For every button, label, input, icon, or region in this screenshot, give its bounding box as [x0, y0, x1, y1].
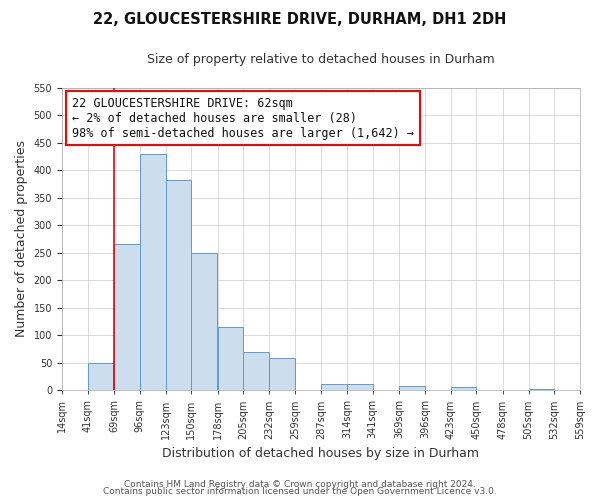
- Text: 22 GLOUCESTERSHIRE DRIVE: 62sqm
← 2% of detached houses are smaller (28)
98% of : 22 GLOUCESTERSHIRE DRIVE: 62sqm ← 2% of …: [72, 96, 414, 140]
- Bar: [451, 387, 476, 390]
- Bar: [140, 154, 166, 390]
- Bar: [88, 362, 113, 390]
- Bar: [322, 384, 347, 390]
- Bar: [114, 244, 140, 390]
- Bar: [218, 327, 244, 390]
- Text: 22, GLOUCESTERSHIRE DRIVE, DURHAM, DH1 2DH: 22, GLOUCESTERSHIRE DRIVE, DURHAM, DH1 2…: [94, 12, 506, 28]
- Title: Size of property relative to detached houses in Durham: Size of property relative to detached ho…: [147, 52, 495, 66]
- Bar: [400, 386, 425, 390]
- Bar: [166, 180, 191, 390]
- X-axis label: Distribution of detached houses by size in Durham: Distribution of detached houses by size …: [163, 447, 479, 460]
- Bar: [269, 358, 295, 390]
- Bar: [529, 389, 554, 390]
- Text: Contains public sector information licensed under the Open Government Licence v3: Contains public sector information licen…: [103, 487, 497, 496]
- Bar: [191, 252, 217, 390]
- Bar: [244, 352, 269, 391]
- Bar: [347, 384, 373, 390]
- Y-axis label: Number of detached properties: Number of detached properties: [15, 140, 28, 338]
- Text: Contains HM Land Registry data © Crown copyright and database right 2024.: Contains HM Land Registry data © Crown c…: [124, 480, 476, 489]
